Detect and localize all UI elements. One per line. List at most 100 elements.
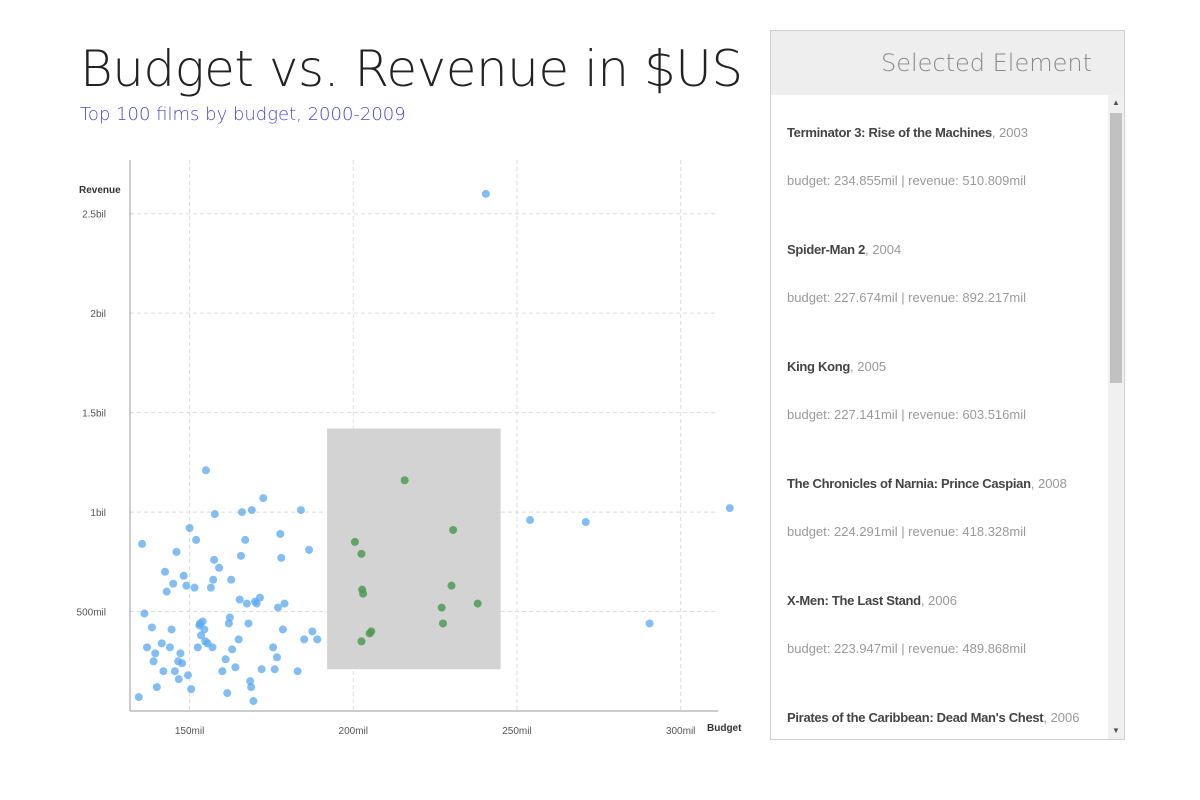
data-point[interactable] — [227, 575, 236, 584]
data-point[interactable] — [305, 545, 314, 554]
data-point[interactable] — [140, 609, 149, 618]
data-point[interactable] — [249, 697, 258, 706]
list-item[interactable]: Pirates of the Caribbean: Dead Man's Che… — [787, 710, 1097, 725]
selected-data-point[interactable] — [473, 599, 482, 608]
data-point[interactable] — [242, 599, 251, 608]
data-point[interactable] — [259, 494, 268, 503]
data-point[interactable] — [526, 516, 535, 525]
data-point[interactable] — [179, 571, 188, 580]
data-point[interactable] — [280, 599, 289, 608]
selected-data-point[interactable] — [438, 619, 447, 628]
data-point[interactable] — [581, 518, 590, 527]
data-point[interactable] — [228, 645, 237, 654]
data-point[interactable] — [183, 671, 192, 680]
data-point[interactable] — [235, 595, 244, 604]
data-point[interactable] — [192, 535, 201, 544]
data-point[interactable] — [237, 508, 246, 517]
data-point[interactable] — [293, 667, 302, 676]
data-point[interactable] — [159, 667, 168, 676]
data-point[interactable] — [157, 639, 166, 648]
data-point[interactable] — [278, 625, 287, 634]
data-point[interactable] — [270, 665, 279, 674]
data-point[interactable] — [170, 667, 179, 676]
selected-data-point[interactable] — [350, 537, 359, 546]
data-point[interactable] — [215, 563, 224, 572]
selected-data-point[interactable] — [367, 627, 376, 636]
data-point[interactable] — [481, 189, 490, 198]
data-point[interactable] — [182, 581, 191, 590]
data-point[interactable] — [201, 466, 210, 475]
list-item[interactable]: King Kong, 2005 budget: 227.141mil | rev… — [787, 359, 1097, 422]
selected-data-point[interactable] — [359, 589, 368, 598]
data-point[interactable] — [210, 555, 219, 564]
selected-data-point[interactable] — [449, 525, 458, 534]
data-point[interactable] — [252, 599, 261, 608]
data-point[interactable] — [161, 567, 170, 576]
data-point[interactable] — [247, 683, 256, 692]
data-point[interactable] — [234, 635, 243, 644]
list-item[interactable]: The Chronicles of Narnia: Prince Caspian… — [787, 476, 1097, 539]
data-point[interactable] — [210, 510, 219, 519]
data-point[interactable] — [300, 635, 309, 644]
data-point[interactable] — [172, 547, 181, 556]
data-point[interactable] — [206, 583, 215, 592]
selected-data-point[interactable] — [437, 603, 446, 612]
data-point[interactable] — [143, 643, 152, 652]
data-point[interactable] — [147, 623, 156, 632]
data-point[interactable] — [313, 635, 322, 644]
data-point[interactable] — [151, 649, 160, 658]
list-item[interactable]: X-Men: The Last Stand, 2006 budget: 223.… — [787, 593, 1097, 656]
selected-list[interactable]: Terminator 3: Rise of the Machines, 2003… — [771, 95, 1108, 739]
data-point[interactable] — [198, 617, 207, 626]
data-point[interactable] — [169, 579, 178, 588]
data-point[interactable] — [273, 653, 281, 662]
data-point[interactable] — [134, 693, 143, 702]
scatter-chart[interactable]: 500mil 1bil 1.5bil 2bil 2.5bil 150mil 200mil 25… — [0, 0, 760, 800]
data-point[interactable] — [218, 667, 227, 676]
data-point[interactable] — [178, 659, 187, 668]
data-point[interactable] — [231, 663, 240, 672]
selected-data-point[interactable] — [357, 549, 366, 558]
data-point[interactable] — [167, 625, 176, 634]
panel-scrollbar[interactable]: ▲ ▼ — [1108, 95, 1124, 739]
selected-data-point[interactable] — [357, 637, 366, 646]
data-point[interactable] — [190, 583, 199, 592]
selected-data-point[interactable] — [400, 476, 409, 485]
data-point[interactable] — [223, 689, 232, 698]
data-point[interactable] — [225, 613, 234, 622]
data-point[interactable] — [269, 643, 278, 652]
data-point[interactable] — [209, 575, 218, 584]
data-point[interactable] — [152, 683, 161, 692]
data-point[interactable] — [246, 677, 255, 686]
data-point[interactable] — [221, 655, 230, 664]
selected-data-point[interactable] — [447, 581, 456, 590]
data-point[interactable] — [257, 665, 266, 674]
scroll-up-icon[interactable]: ▲ — [1112, 98, 1120, 107]
data-point[interactable] — [247, 506, 256, 515]
scroll-thumb[interactable] — [1110, 113, 1122, 383]
data-point[interactable] — [236, 551, 245, 560]
data-point[interactable] — [244, 619, 253, 628]
data-point[interactable] — [187, 685, 196, 694]
data-point[interactable] — [255, 593, 264, 602]
list-item[interactable]: Spider-Man 2, 2004 budget: 227.674mil | … — [787, 242, 1097, 305]
data-point[interactable] — [308, 627, 317, 636]
data-point[interactable] — [200, 625, 209, 634]
data-point[interactable] — [241, 535, 250, 544]
scroll-down-icon[interactable]: ▼ — [1112, 726, 1120, 735]
list-item[interactable]: Terminator 3: Rise of the Machines, 2003… — [787, 125, 1097, 188]
data-point[interactable] — [149, 657, 158, 666]
data-point[interactable] — [174, 675, 183, 684]
data-point[interactable] — [193, 643, 202, 652]
data-point[interactable] — [276, 529, 285, 538]
data-point[interactable] — [296, 506, 305, 515]
data-point[interactable] — [277, 553, 286, 562]
data-point[interactable] — [176, 649, 185, 658]
data-point[interactable] — [162, 587, 171, 596]
data-point[interactable] — [273, 603, 282, 612]
data-point[interactable] — [138, 539, 147, 548]
data-point[interactable] — [208, 643, 217, 652]
data-point[interactable] — [185, 523, 194, 532]
data-point[interactable] — [197, 631, 206, 640]
brush-selection[interactable] — [327, 428, 501, 670]
